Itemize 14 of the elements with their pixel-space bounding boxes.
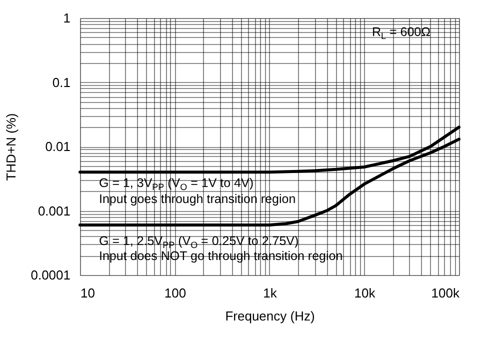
x-tick-label: 100 (164, 286, 186, 300)
annotation: Input does NOT go through transition region (99, 249, 343, 263)
y-tick-label: 0.01 (45, 139, 70, 154)
x-axis-title: Frequency (Hz) (225, 308, 315, 324)
x-tick-label: 1k (263, 286, 278, 300)
x-tick-label: 10k (354, 286, 376, 300)
x-tick-label: 10 (80, 286, 95, 300)
y-tick-label: 0.0001 (30, 268, 70, 282)
x-tick-label: 100k (431, 286, 460, 300)
y-tick-label: 1 (63, 10, 70, 26)
y-axis-title: THD+N (%) (4, 113, 19, 181)
y-tick-label: 0.001 (38, 203, 70, 218)
y-tick-label: 0.1 (52, 74, 70, 90)
annotation: Input goes through transition region (99, 192, 296, 206)
